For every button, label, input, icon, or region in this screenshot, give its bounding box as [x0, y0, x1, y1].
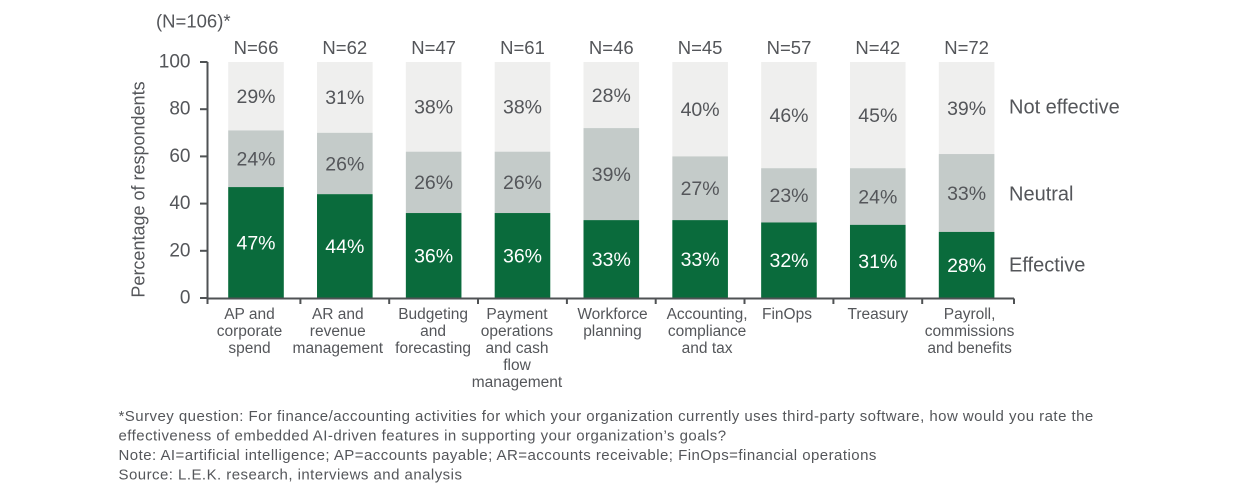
svg-text:management: management [293, 340, 384, 357]
svg-text:N=46: N=46 [589, 37, 634, 58]
svg-text:and benefits: and benefits [927, 340, 1012, 357]
svg-text:Budgeting: Budgeting [398, 306, 468, 323]
svg-text:AR and: AR and [312, 306, 364, 323]
svg-text:revenue: revenue [310, 323, 366, 340]
svg-text:Payroll,: Payroll, [944, 306, 996, 323]
svg-text:38%: 38% [503, 97, 542, 119]
svg-text:Effective: Effective [1009, 255, 1085, 277]
svg-text:N=61: N=61 [500, 37, 545, 58]
svg-text:31%: 31% [858, 251, 897, 273]
svg-text:and cash: and cash [486, 340, 549, 357]
svg-text:28%: 28% [947, 255, 986, 277]
svg-text:47%: 47% [236, 232, 275, 254]
svg-text:planning: planning [583, 323, 642, 340]
svg-text:Neutral: Neutral [1009, 184, 1073, 206]
svg-text:AP and: AP and [224, 306, 275, 323]
svg-text:26%: 26% [503, 172, 542, 194]
svg-text:23%: 23% [769, 185, 808, 207]
svg-text:N=57: N=57 [767, 37, 812, 58]
svg-text:28%: 28% [592, 85, 631, 107]
svg-text:and: and [420, 323, 446, 340]
svg-text:39%: 39% [947, 98, 986, 120]
svg-text:FinOps: FinOps [762, 306, 812, 323]
svg-text:31%: 31% [325, 87, 364, 109]
svg-text:33%: 33% [592, 249, 631, 271]
svg-text:24%: 24% [236, 149, 275, 171]
svg-text:20: 20 [169, 240, 190, 261]
svg-text:Source: L.E.K. research, inter: Source: L.E.K. research, interviews and … [119, 467, 463, 484]
svg-text:Treasury: Treasury [848, 306, 909, 323]
svg-text:39%: 39% [592, 164, 631, 186]
svg-text:36%: 36% [414, 245, 453, 267]
svg-text:100: 100 [159, 52, 191, 73]
svg-text:44%: 44% [325, 236, 364, 258]
svg-text:N=62: N=62 [322, 37, 367, 58]
svg-text:flow: flow [503, 357, 531, 374]
svg-text:corporate: corporate [217, 323, 282, 340]
svg-text:29%: 29% [236, 86, 275, 108]
svg-text:Workforce: Workforce [577, 306, 647, 323]
svg-text:33%: 33% [681, 249, 720, 271]
svg-text:N=42: N=42 [855, 37, 900, 58]
svg-text:32%: 32% [769, 250, 808, 272]
svg-text:N=45: N=45 [678, 37, 723, 58]
svg-text:N=47: N=47 [411, 37, 456, 58]
svg-text:80: 80 [169, 99, 190, 120]
svg-text:27%: 27% [681, 178, 720, 200]
svg-text:Payment: Payment [486, 306, 548, 323]
svg-text:38%: 38% [414, 97, 453, 119]
svg-text:0: 0 [180, 288, 191, 309]
svg-text:Accounting,: Accounting, [667, 306, 748, 323]
svg-text:26%: 26% [414, 172, 453, 194]
svg-text:spend: spend [228, 340, 270, 357]
svg-text:commissions: commissions [925, 323, 1015, 340]
svg-text:60: 60 [169, 146, 190, 167]
svg-text:effectiveness of embedded AI-d: effectiveness of embedded AI-driven feat… [119, 428, 727, 445]
svg-text:40: 40 [169, 193, 190, 214]
svg-text:(N=106)*: (N=106)* [156, 11, 231, 32]
svg-text:26%: 26% [325, 153, 364, 175]
svg-text:and tax: and tax [682, 340, 733, 357]
svg-text:*Survey question: For finance/: *Survey question: For finance/accounting… [119, 408, 1094, 425]
svg-text:forecasting: forecasting [395, 340, 471, 357]
svg-text:40%: 40% [681, 99, 720, 121]
svg-text:Not effective: Not effective [1009, 97, 1120, 119]
svg-text:46%: 46% [769, 105, 808, 127]
svg-text:N=72: N=72 [944, 37, 989, 58]
svg-text:management: management [472, 374, 563, 391]
svg-text:N=66: N=66 [234, 37, 279, 58]
svg-text:Percentage of respondents: Percentage of respondents [129, 81, 149, 297]
svg-text:compliance: compliance [668, 323, 746, 340]
svg-text:Note: AI=artificial intelligen: Note: AI=artificial intelligence; AP=acc… [119, 447, 877, 464]
svg-text:36%: 36% [503, 245, 542, 267]
svg-text:24%: 24% [858, 186, 897, 208]
svg-text:45%: 45% [858, 105, 897, 127]
svg-text:33%: 33% [947, 183, 986, 205]
svg-text:operations: operations [481, 323, 554, 340]
